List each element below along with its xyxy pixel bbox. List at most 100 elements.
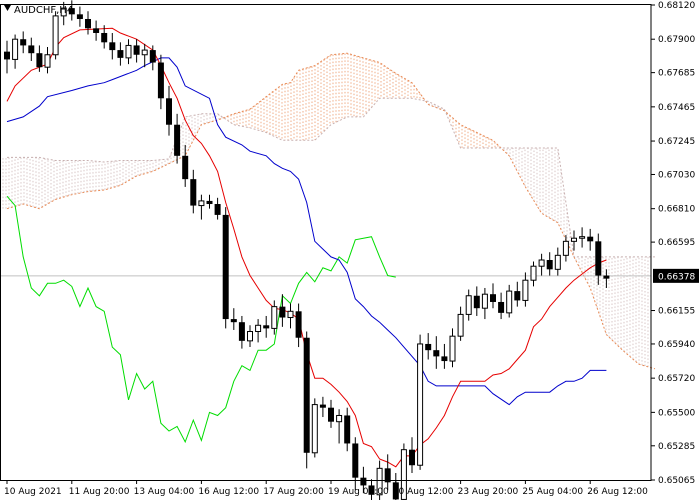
candle bbox=[425, 333, 432, 360]
candle-body-bear bbox=[28, 45, 35, 54]
candle bbox=[52, 11, 59, 60]
candle bbox=[263, 315, 270, 338]
candle bbox=[85, 11, 91, 35]
candle-body-bear bbox=[182, 155, 189, 180]
candle bbox=[319, 396, 326, 418]
candle-body-bull bbox=[538, 259, 545, 267]
candle bbox=[433, 336, 440, 369]
y-tick-label: 0.65940 bbox=[658, 340, 695, 350]
x-tick-label: 11 Aug 20:00 bbox=[69, 487, 130, 497]
candle-body-bear bbox=[473, 295, 480, 309]
y-tick-label: 0.65285 bbox=[658, 442, 695, 452]
candle-body-bull bbox=[562, 240, 569, 256]
candle-body-bull bbox=[125, 44, 132, 59]
candle-body-bear bbox=[514, 291, 521, 301]
y-tick-label: 0.67685 bbox=[658, 69, 695, 79]
candle-body-bear bbox=[344, 415, 351, 444]
candle-body-bull bbox=[449, 335, 456, 362]
x-tick-label: 19 Aug 04:00 bbox=[328, 487, 389, 497]
candle-body-bull bbox=[530, 265, 537, 281]
candle bbox=[481, 287, 488, 320]
candle-body-bull bbox=[506, 290, 513, 314]
candle-body-bull bbox=[571, 237, 577, 242]
candle bbox=[595, 233, 602, 285]
candle-body-bear bbox=[498, 301, 505, 313]
candle bbox=[457, 306, 464, 341]
candle bbox=[157, 54, 164, 110]
candle bbox=[255, 319, 262, 343]
x-tick-label: 20 Aug 12:00 bbox=[393, 487, 454, 497]
x-tick-label: 10 Aug 2021 bbox=[4, 487, 62, 497]
x-tick-label: 17 Aug 20:00 bbox=[263, 487, 324, 497]
candle-body-bear bbox=[546, 259, 553, 270]
candle-body-bear bbox=[392, 482, 399, 500]
current-price-label: 0.66378 bbox=[658, 272, 695, 282]
candle-body-bear bbox=[295, 311, 302, 338]
candle-body-bear bbox=[352, 443, 359, 478]
candle bbox=[514, 281, 521, 307]
candle-body-bull bbox=[287, 310, 294, 319]
candle bbox=[238, 315, 245, 349]
candle bbox=[554, 247, 561, 276]
candle-body-bear bbox=[68, 8, 75, 15]
candle-body-bear bbox=[384, 468, 391, 483]
candle bbox=[198, 194, 205, 220]
candle bbox=[44, 46, 51, 74]
candle bbox=[101, 25, 108, 49]
candle bbox=[603, 269, 610, 288]
candle-body-bear bbox=[595, 241, 602, 276]
candle bbox=[336, 409, 343, 444]
candle bbox=[12, 34, 19, 69]
indicator-lines bbox=[0, 27, 651, 468]
candle-body-bear bbox=[206, 200, 213, 205]
candle bbox=[271, 300, 278, 335]
symbol-dropdown-icon[interactable] bbox=[4, 5, 11, 11]
candle bbox=[506, 284, 513, 318]
candle bbox=[530, 261, 537, 287]
candle-body-bull bbox=[44, 54, 51, 68]
candle-body-bear bbox=[109, 42, 116, 51]
candle-body-bear bbox=[76, 14, 83, 19]
candle-body-bear bbox=[425, 343, 432, 351]
y-tick-label: 0.65500 bbox=[658, 408, 695, 418]
candle bbox=[368, 479, 375, 504]
candle-body-bear bbox=[303, 337, 310, 453]
candle-body-bear bbox=[36, 53, 43, 68]
candle-body-bear bbox=[441, 356, 448, 362]
candle bbox=[76, 6, 83, 27]
candle bbox=[352, 437, 359, 491]
candle bbox=[417, 334, 424, 470]
candle-body-bear bbox=[101, 32, 108, 43]
candle-body-bear bbox=[279, 306, 286, 318]
candle-body-bear bbox=[149, 50, 156, 63]
candle bbox=[587, 228, 594, 251]
x-tick-label: 16 Aug 12:00 bbox=[198, 487, 259, 497]
candle bbox=[400, 443, 407, 503]
candle-body-bull bbox=[247, 331, 253, 342]
candle bbox=[546, 252, 553, 276]
senkou-span-b-line bbox=[7, 97, 655, 258]
candle-body-bear bbox=[174, 124, 181, 156]
x-tick-label: 13 Aug 04:00 bbox=[134, 487, 195, 497]
candle-body-bear bbox=[20, 39, 27, 46]
candle bbox=[20, 31, 27, 54]
candle bbox=[133, 39, 140, 63]
candle-body-bear bbox=[238, 322, 245, 341]
y-tick-label: 0.68120 bbox=[658, 1, 695, 11]
candle-body-bull bbox=[52, 15, 59, 56]
symbol-label: AUDCHF,H4 bbox=[14, 5, 73, 16]
candle bbox=[68, 0, 75, 21]
candle bbox=[295, 303, 302, 348]
candle bbox=[571, 230, 577, 251]
candle-body-bull bbox=[12, 38, 19, 60]
chikou-span-line bbox=[6, 195, 396, 444]
candle-body-bear bbox=[166, 98, 172, 125]
candle-body-bull bbox=[141, 49, 148, 56]
candle bbox=[384, 454, 391, 491]
kijun-sen-line bbox=[6, 57, 607, 406]
candle-body-bear bbox=[222, 214, 229, 320]
candle-body-bull bbox=[465, 295, 472, 315]
